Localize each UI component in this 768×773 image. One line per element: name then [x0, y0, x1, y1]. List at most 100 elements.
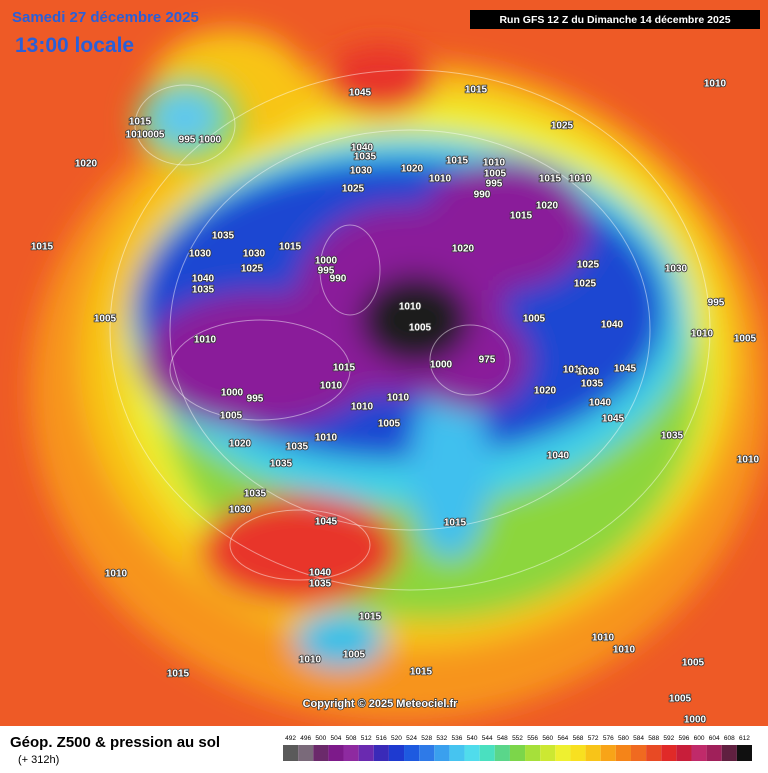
pressure-label: 995 — [247, 394, 264, 405]
pressure-label: 1005 — [523, 314, 546, 325]
pressure-label: 1030 — [350, 166, 373, 177]
pressure-label: 1040 — [589, 398, 612, 409]
pressure-label: 1015 — [444, 518, 467, 529]
scale-swatch — [555, 745, 571, 761]
scale-swatch — [404, 745, 420, 761]
pressure-label: 1030 — [665, 264, 688, 275]
scale-label: 492 — [285, 735, 296, 742]
pressure-label: 1035 — [581, 379, 604, 390]
scale-label: 556 — [527, 735, 538, 742]
scale-label: 496 — [300, 735, 311, 742]
pressure-label: 1010 — [563, 365, 586, 376]
pressure-label: 1035 — [309, 579, 332, 590]
legend-title: Géop. Z500 & pression au sol — [10, 734, 220, 751]
pressure-label: 1045 — [315, 517, 338, 528]
scale-label: 592 — [663, 735, 674, 742]
pressure-label: 1035 — [192, 285, 215, 296]
pressure-label: 1005 — [734, 334, 757, 345]
scale-swatch — [630, 745, 647, 761]
scale-swatch — [540, 745, 556, 761]
pressure-label: 1010 — [592, 633, 615, 644]
date-title: Samedi 27 décembre 2025 — [12, 9, 199, 26]
scale-label: 544 — [482, 735, 493, 742]
pressure-label: 1010 — [569, 174, 592, 185]
pressure-label: 1040 — [351, 143, 374, 154]
scale-label: 572 — [588, 735, 599, 742]
pressure-label: 1005 — [409, 323, 432, 334]
pressure-label: 1010 — [351, 402, 374, 413]
pressure-label: 1000 — [430, 360, 453, 371]
scale-label: 532 — [436, 735, 447, 742]
pressure-label: 1025 — [574, 279, 597, 290]
scale-swatch — [585, 745, 601, 761]
scale-swatch — [570, 745, 586, 761]
scale-swatch — [388, 745, 405, 761]
pressure-label: 1005 — [378, 419, 401, 430]
pressure-label: 1025 — [241, 264, 264, 275]
time-title: 13:00 locale — [15, 34, 134, 57]
pressure-label: 1015 — [359, 612, 382, 623]
pressure-label: 1000 — [199, 135, 222, 146]
pressure-label: 1005 — [343, 650, 366, 661]
pressure-label: 1045 — [349, 88, 372, 99]
pressure-label: 1040 — [192, 274, 215, 285]
scale-label: 612 — [739, 735, 750, 742]
pressure-label: 1035 — [286, 442, 309, 453]
pressure-label: 1010 — [704, 79, 727, 90]
scale-label: 520 — [391, 735, 402, 742]
scale-label: 536 — [452, 735, 463, 742]
lead-time: (+ 312h) — [18, 754, 59, 766]
pressure-label: 995 — [708, 298, 725, 309]
pressure-label: 1030 — [243, 249, 266, 260]
scale-swatch — [449, 745, 465, 761]
pressure-label: 1005 — [484, 169, 507, 180]
pressure-label: 1015 — [129, 117, 152, 128]
pressure-label: 1005 — [220, 411, 243, 422]
scale-swatch — [736, 745, 752, 761]
pressure-label: 1000 — [684, 715, 707, 726]
pressure-label: 990 — [330, 274, 347, 285]
scale-label: 584 — [633, 735, 644, 742]
pressure-label: 975 — [479, 355, 496, 366]
pressure-label: 1020 — [401, 164, 424, 175]
scale-label: 516 — [376, 735, 387, 742]
pressure-label: 1010 — [429, 174, 452, 185]
isolines — [109, 69, 711, 591]
scale-swatch — [358, 745, 374, 761]
pressure-label: 1010 — [315, 433, 338, 444]
scale-swatch — [615, 745, 631, 761]
pressure-label: 1045 — [614, 364, 637, 375]
pressure-label: 1025 — [342, 184, 365, 195]
scale-swatch — [600, 745, 616, 761]
scale-swatch — [313, 745, 329, 761]
pressure-label: 1010 — [483, 158, 506, 169]
scale-label: 524 — [406, 735, 417, 742]
pressure-label: 1025 — [577, 260, 600, 271]
pressure-label: 1010 — [691, 329, 714, 340]
pressure-label: 1015 — [539, 174, 562, 185]
scale-swatch — [419, 745, 435, 761]
pressure-label: 1005 — [682, 658, 705, 669]
scale-swatch — [343, 745, 359, 761]
pressure-label: 1010 — [737, 455, 760, 466]
pressure-label: 1005 — [669, 694, 692, 705]
scale-swatch — [661, 745, 677, 761]
pressure-label: 1000 — [221, 388, 244, 399]
pressure-label: 1020 — [75, 159, 98, 170]
scale-label: 560 — [542, 735, 553, 742]
scale-swatch — [479, 745, 495, 761]
field — [30, 30, 768, 720]
scale-label: 548 — [497, 735, 508, 742]
pressure-label: 1010 — [105, 569, 128, 580]
pressure-label: 1035 — [244, 489, 267, 500]
pressure-label: 1005 — [94, 314, 117, 325]
scale-label: 588 — [648, 735, 659, 742]
scale-swatch — [691, 745, 707, 761]
pressure-label: 1040 — [547, 451, 570, 462]
pressure-label: 1030 — [577, 367, 600, 378]
pressure-label: 1030 — [229, 505, 252, 516]
scale-swatch — [434, 745, 450, 761]
